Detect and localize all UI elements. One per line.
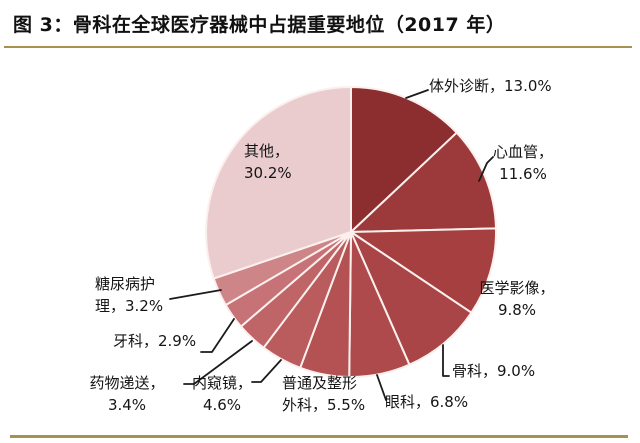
pie-label-line: 理，3.2% [95, 297, 164, 315]
leader-line-内窥镜 [251, 359, 282, 383]
pie-label-药物递送: 药物递送， 3.4% [82, 372, 172, 416]
pie-label-牙科: 牙科，2.9% [113, 330, 213, 352]
pie-label-line: 11.6% [499, 165, 547, 183]
pie-label-line: 3.4% [107, 396, 147, 414]
leader-line-药物递送 [183, 340, 253, 385]
pie-label-line: 心血管， [492, 143, 553, 161]
pie-label-line: 眼科，6.8% [385, 393, 469, 411]
pie-label-line: 内窥镜， [191, 374, 252, 392]
leader-line-牙科 [200, 318, 235, 353]
pie-label-普通及整形外科: 普通及整形外科，5.5% [282, 372, 368, 416]
pie-label-line: 其他， [244, 142, 290, 160]
pie-label-line: 4.6% [202, 396, 242, 414]
pie-label-眼科: 眼科，6.8% [385, 391, 477, 413]
pie-slice-其他 [205, 86, 352, 280]
pie-slice-医学影像 [350, 227, 498, 314]
pie-slice-骨科 [350, 231, 473, 366]
title-divider [4, 46, 632, 48]
bottom-divider [10, 435, 628, 438]
pie-slice-体外诊断 [350, 86, 458, 233]
leader-line-糖尿病护理 [169, 289, 222, 300]
pie-label-line: 外科，5.5% [282, 396, 366, 414]
pie-label-line: 普通及整形 [282, 374, 358, 392]
pie-label-line: 医学影像， [479, 279, 555, 297]
pie-label-其他: 其他， 30.2% [244, 140, 306, 184]
pie-slice-心血管 [350, 131, 497, 233]
pie-label-内窥镜: 内窥镜， 4.6% [191, 372, 253, 416]
figure-title: 图 3：骨科在全球医疗器械中占据重要地位（2017 年） [13, 14, 506, 36]
pie-label-line: 糖尿病护 [95, 275, 156, 293]
pie-label-骨科: 骨科，9.0% [452, 360, 544, 382]
pie-label-line: 30.2% [244, 164, 292, 182]
leader-line-眼科 [376, 374, 387, 401]
pie-label-line: 牙科，2.9% [113, 332, 197, 350]
pie-label-line: 9.8% [497, 301, 537, 319]
pie-label-体外诊断: 体外诊断，13.0% [429, 75, 561, 97]
pie-label-医学影像: 医学影像， 9.8% [478, 277, 556, 321]
pie-label-心血管: 心血管， 11.6% [491, 141, 555, 185]
pie-label-糖尿病护理: 糖尿病护理，3.2% [95, 273, 171, 317]
pie-label-line: 体外诊断，13.0% [429, 77, 552, 95]
pie-label-line: 药物递送， [89, 374, 165, 392]
pie-label-line: 骨科，9.0% [452, 362, 536, 380]
leader-line-心血管 [478, 156, 494, 182]
leader-line-骨科 [442, 344, 450, 377]
leader-line-体外诊断 [405, 89, 429, 99]
